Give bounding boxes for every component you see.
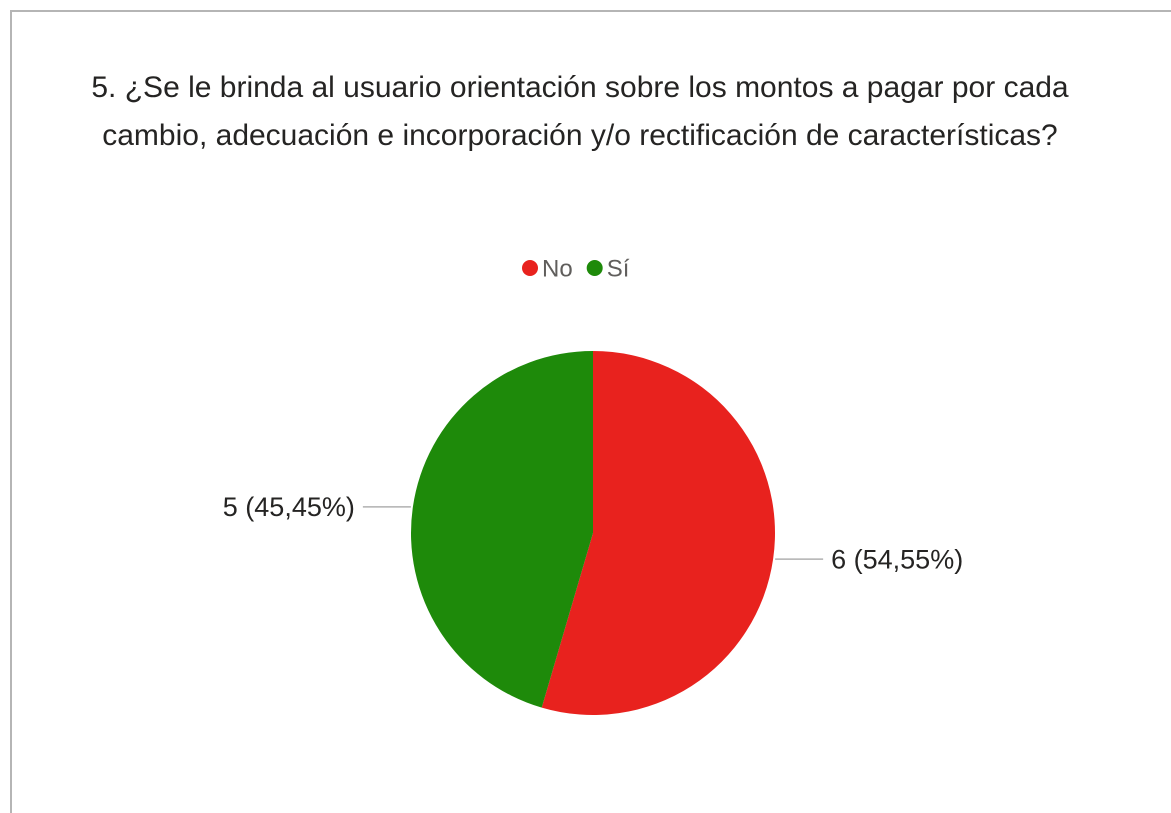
legend-label: No <box>542 255 573 282</box>
data-label: 6 (54,55%) <box>831 544 963 574</box>
legend-marker <box>586 260 603 276</box>
legend-label: Sí <box>607 255 630 282</box>
data-label: 5 (45,45%) <box>223 492 355 522</box>
pie-slice <box>410 351 593 708</box>
legend-marker <box>522 260 538 276</box>
pie-slice <box>541 351 775 715</box>
chart-frame <box>10 10 1171 813</box>
chart-title: 5. ¿Se le brinda al usuario orientación … <box>91 71 1069 152</box>
